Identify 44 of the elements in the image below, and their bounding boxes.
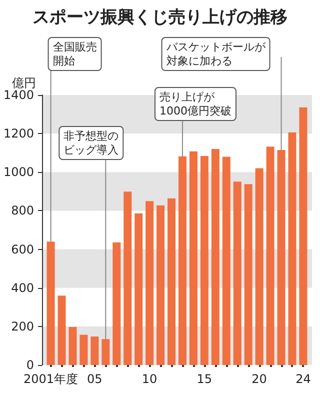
bar [299,107,308,365]
y-tick-label: 1400 [3,88,34,102]
y-tick-label: 800 [11,204,34,218]
y-tick-label: 0 [26,358,34,372]
bar [156,205,165,365]
chart-title: スポーツ振興くじ売り上げの推移 [32,8,288,28]
bar [211,149,220,365]
x-tick-label: 15 [196,372,212,386]
x-tick-label: 05 [87,372,102,386]
bar [233,182,242,365]
ref-line-label: 売り上げが1000億円突破 [159,90,232,118]
y-tick-label: 1000 [3,165,34,180]
bar [255,168,264,365]
x-tick-label: 2001年度 [24,372,78,386]
bar [58,296,66,365]
bar [189,151,198,365]
bar [146,201,154,365]
x-tick-label: 20 [252,372,267,386]
y-tick-label: 400 [11,280,34,295]
bar [124,192,132,365]
bar [244,184,252,365]
bar [90,336,99,365]
bar [266,146,274,365]
bar [277,150,286,365]
bar [134,213,143,365]
bar [222,156,230,365]
y-tick-label: 200 [11,319,34,334]
ref-line-label: バスケットボールが対象に加わる [165,40,266,68]
bar [102,339,110,365]
bar [200,156,208,365]
bar [178,156,186,365]
bar [288,132,296,365]
y-axis-title: 億円 [12,76,36,90]
y-tick-label: 1200 [3,126,34,141]
x-tick-label: 10 [142,372,158,386]
bar [68,327,77,365]
bar [80,334,88,365]
x-tick-label: 24 [296,372,311,386]
bar [112,242,121,365]
y-tick-label: 600 [11,242,34,256]
bar [46,242,55,365]
ref-line-label: 全国販売開始 [52,40,97,68]
bar [168,198,176,365]
ref-line-label: 非予想型のビッグ導入 [64,130,119,156]
